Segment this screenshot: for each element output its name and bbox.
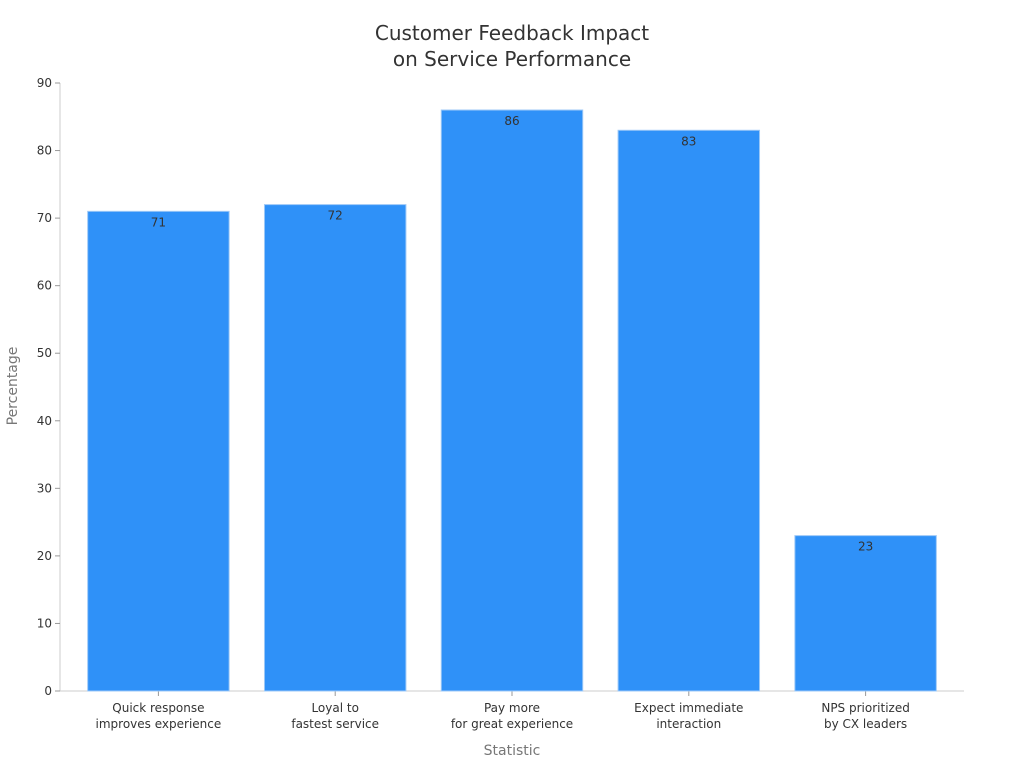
bar-labels-group: 71 72 86 83 23 (151, 114, 873, 554)
x-tick-label: Quick response (112, 701, 204, 715)
y-tick-label: 80 (37, 144, 52, 158)
y-tick-label: 60 (37, 279, 52, 293)
bar-value-label: 72 (328, 209, 343, 223)
bar (87, 210, 230, 692)
x-tick-label: NPS prioritized (821, 701, 909, 715)
y-tick-label: 40 (37, 414, 52, 428)
bars-group (87, 109, 937, 692)
y-tick-label: 30 (37, 481, 52, 495)
bar-value-label: 83 (681, 134, 696, 148)
y-tick-label: 0 (44, 684, 52, 698)
x-tick-label: for great experience (451, 717, 573, 731)
x-tick-label: interaction (656, 717, 721, 731)
bar-value-label: 86 (504, 114, 519, 128)
bar-value-label: 71 (151, 215, 166, 229)
bar (794, 535, 937, 692)
bar-value-label: 23 (858, 540, 873, 554)
x-tick-label: Loyal to (311, 701, 358, 715)
chart-title-line-2: on Service Performance (393, 47, 631, 71)
y-tick-label: 70 (37, 211, 52, 225)
x-tick-label: Expect immediate (634, 701, 743, 715)
y-tick-label: 20 (37, 549, 52, 563)
x-tick-label: Pay more (484, 701, 540, 715)
x-axis-title: Statistic (484, 743, 541, 759)
y-tick-label: 10 (37, 616, 52, 630)
y-tick-label: 90 (37, 76, 52, 90)
x-tick-label: by CX leaders (824, 717, 907, 731)
bar (617, 129, 761, 692)
x-axis: Quick response improves experience Loyal t… (60, 690, 964, 731)
y-axis-title: Percentage (5, 347, 21, 426)
bar (440, 109, 584, 692)
y-axis: 0 10 20 30 40 50 60 70 80 90 (37, 76, 61, 698)
y-tick-label: 50 (37, 346, 52, 360)
x-tick-label: improves experience (96, 717, 222, 731)
bar (263, 204, 407, 692)
x-tick-label: fastest service (291, 717, 379, 731)
chart-title-line-1: Customer Feedback Impact (375, 21, 649, 45)
